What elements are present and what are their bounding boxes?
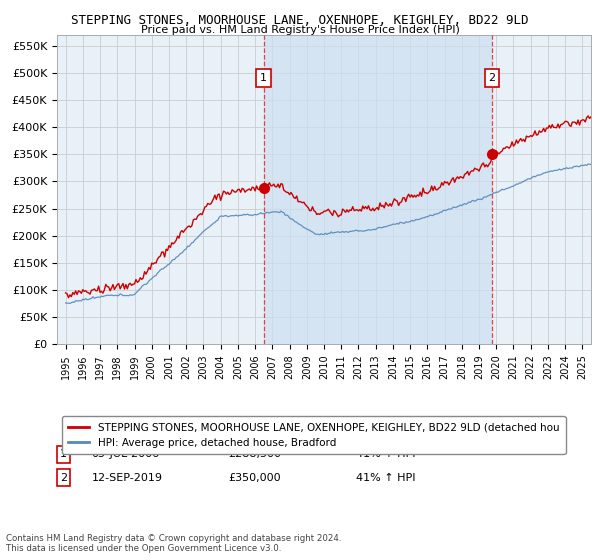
Text: 1: 1 (260, 73, 267, 83)
Text: STEPPING STONES, MOORHOUSE LANE, OXENHOPE, KEIGHLEY, BD22 9LD: STEPPING STONES, MOORHOUSE LANE, OXENHOP… (71, 14, 529, 27)
Text: 2: 2 (488, 73, 496, 83)
Text: 1: 1 (60, 449, 67, 459)
Text: 05-JUL-2006: 05-JUL-2006 (92, 449, 160, 459)
Text: £350,000: £350,000 (228, 473, 281, 483)
Text: Contains HM Land Registry data © Crown copyright and database right 2024.
This d: Contains HM Land Registry data © Crown c… (6, 534, 341, 553)
Text: 2: 2 (60, 473, 67, 483)
Legend: STEPPING STONES, MOORHOUSE LANE, OXENHOPE, KEIGHLEY, BD22 9LD (detached hou, HPI: STEPPING STONES, MOORHOUSE LANE, OXENHOP… (62, 416, 566, 454)
Text: Price paid vs. HM Land Registry's House Price Index (HPI): Price paid vs. HM Land Registry's House … (140, 25, 460, 35)
Text: £288,500: £288,500 (228, 449, 281, 459)
Text: 12-SEP-2019: 12-SEP-2019 (92, 473, 163, 483)
Text: 41% ↑ HPI: 41% ↑ HPI (356, 449, 416, 459)
Bar (264, 35, 492, 344)
Text: 41% ↑ HPI: 41% ↑ HPI (356, 473, 416, 483)
